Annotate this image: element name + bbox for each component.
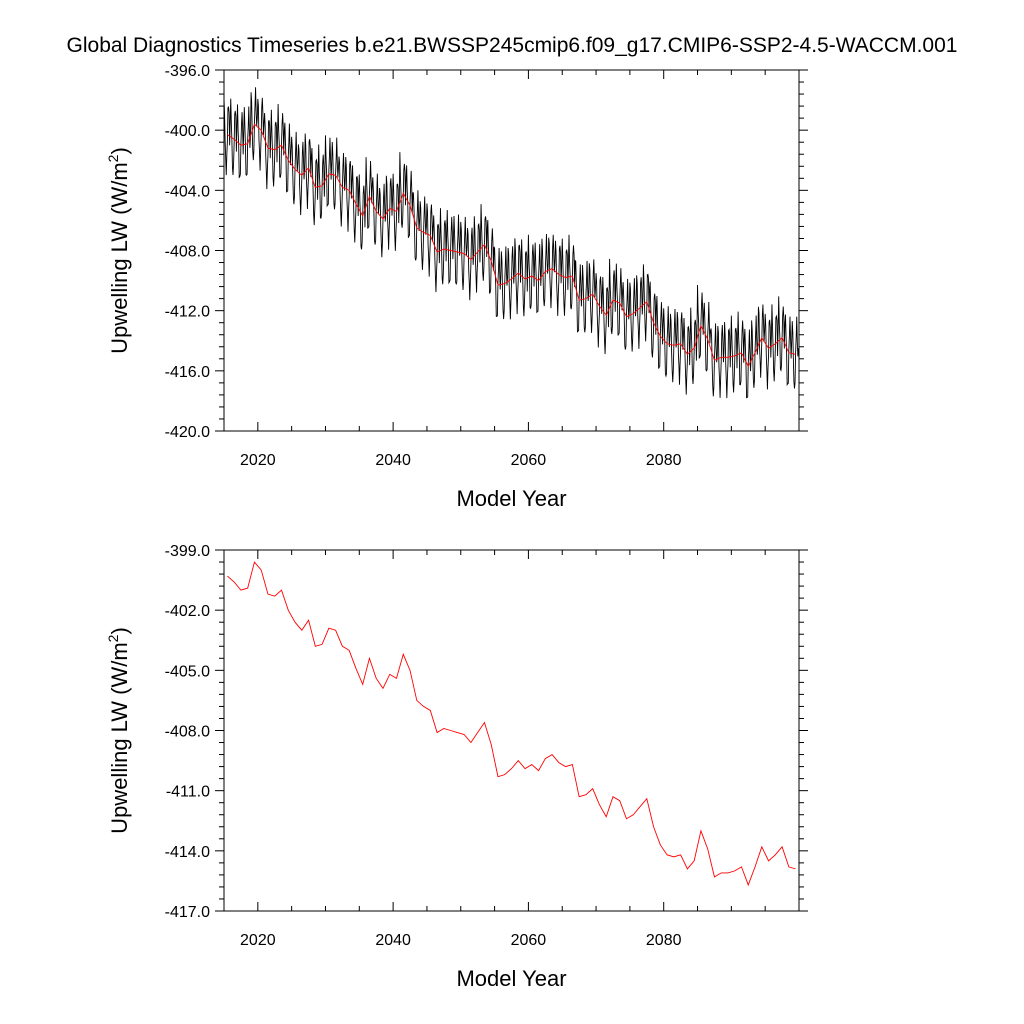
annual-mean-series-line — [227, 123, 796, 368]
plot-area — [224, 87, 799, 399]
y-axis-title-text: Upwelling LW (W/m — [107, 642, 132, 834]
x-tick-label: 2080 — [646, 452, 682, 469]
y-tick-label: -399.0 — [165, 543, 210, 560]
x-axis-title: Model Year — [456, 966, 566, 991]
x-tick-label: 2060 — [511, 932, 547, 949]
y-tick-label: -396.0 — [165, 63, 210, 80]
x-tick-label: 2040 — [375, 452, 411, 469]
annual-mean-series-line — [227, 561, 796, 887]
plot-frame — [223, 549, 800, 912]
y-tick-label: -417.0 — [165, 904, 210, 921]
y-axis-title: Upwelling LW (W/m2) — [105, 627, 132, 834]
plot-area — [227, 561, 796, 887]
figure-title: Global Diagnostics Timeseries b.e21.BWSS… — [66, 34, 958, 57]
x-tick-label: 2040 — [375, 932, 411, 949]
y-axis-title-text: Upwelling LW (W/m — [107, 162, 132, 354]
y-tick-label: -402.0 — [165, 603, 210, 620]
monthly-series-line — [224, 87, 799, 399]
x-axis-title: Model Year — [456, 486, 566, 511]
y-tick-label: -408.0 — [165, 724, 210, 741]
y-tick-label: -411.0 — [166, 784, 210, 801]
y-axis-title-superscript: 2 — [105, 634, 121, 642]
bottom-panel-upwelling-lw-annual: 2020 2040 2060 2080 -399.0 -402.0 -405.0 -408.0… — [105, 543, 808, 991]
x-tick-label: 2020 — [240, 932, 276, 949]
y-axis-title-superscript: 2 — [105, 154, 121, 162]
x-tick-label: 2060 — [511, 452, 547, 469]
y-tick-label: -414.0 — [165, 844, 210, 861]
y-tick-label: -420.0 — [165, 424, 210, 441]
y-tick-label: -404.0 — [165, 183, 210, 200]
x-tick-label: 2080 — [646, 932, 682, 949]
top-panel-upwelling-lw-monthly: 2020 2040 2060 2080 -396.0 -400.0 -404.0 -408.0… — [105, 63, 808, 511]
y-tick-label: -416.0 — [165, 364, 210, 381]
y-axis-title-close: ) — [107, 627, 132, 634]
y-tick-label: -408.0 — [165, 244, 210, 261]
y-tick-label: -405.0 — [165, 663, 210, 680]
x-tick-label: 2020 — [240, 452, 276, 469]
y-tick-label: -412.0 — [165, 304, 210, 321]
y-axis-title-close: ) — [107, 147, 132, 154]
y-axis-title: Upwelling LW (W/m2) — [105, 147, 132, 354]
y-tick-label: -400.0 — [165, 123, 210, 140]
